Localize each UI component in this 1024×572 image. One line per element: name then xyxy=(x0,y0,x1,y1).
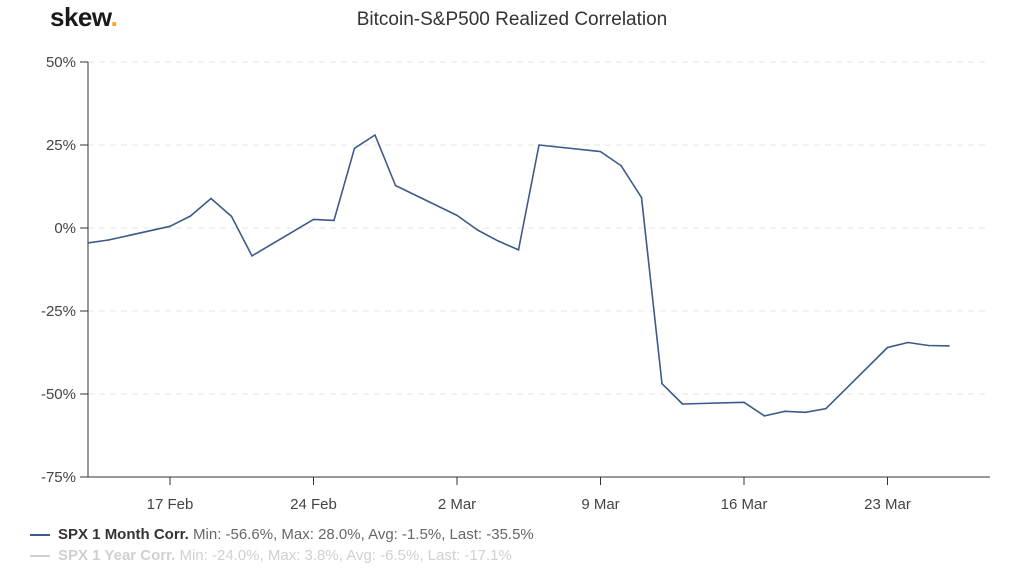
data-point xyxy=(599,150,602,153)
data-point xyxy=(251,255,253,257)
x-tick-label: 23 Mar xyxy=(864,496,911,513)
x-tick-label: 2 Mar xyxy=(438,496,476,513)
legend-series-stats: Min: -24.0%, Max: 3.8%, Avg: -6.5%, Last… xyxy=(179,547,512,564)
grid-lines xyxy=(88,61,990,395)
legend-series-stats: Min: -56.6%, Max: 28.0%, Avg: -1.5%, Las… xyxy=(193,526,534,543)
series-lines xyxy=(87,134,950,417)
data-point xyxy=(743,401,745,404)
data-point xyxy=(374,134,376,136)
data-point xyxy=(230,215,233,218)
data-point xyxy=(210,197,212,200)
data-point xyxy=(620,164,622,167)
data-point xyxy=(87,242,89,244)
y-axis-ticks: 50% 25% 0% -25% -50% -75% xyxy=(41,54,88,486)
series-line-0 xyxy=(87,134,950,417)
data-point xyxy=(640,196,643,199)
data-point xyxy=(394,184,397,187)
data-point xyxy=(312,218,315,221)
data-point xyxy=(353,147,356,150)
legend-swatch-1-year xyxy=(30,555,50,558)
correlation-chart: 50% 25% 0% -25% -50% -75% 17 Feb 24 Feb 2 Mar 9 … xyxy=(41,54,990,513)
x-tick-label: 9 Mar xyxy=(581,496,619,513)
data-point xyxy=(189,215,192,217)
data-point xyxy=(333,219,335,222)
axes xyxy=(87,62,990,478)
data-point xyxy=(804,411,807,414)
chart-title: Bitcoin-S&P500 Realized Correlation xyxy=(356,9,668,30)
data-point xyxy=(927,344,930,347)
data-point xyxy=(107,239,110,241)
data-point xyxy=(661,382,663,385)
logo-text: skew xyxy=(50,2,111,32)
data-point xyxy=(538,144,540,146)
x-tick-label: 24 Feb xyxy=(290,496,337,513)
data-point xyxy=(517,249,520,251)
data-point xyxy=(681,403,684,405)
logo-dot: . xyxy=(110,2,118,32)
legend-series-name: SPX 1 Month Corr. xyxy=(58,526,189,543)
y-tick-label: -75% xyxy=(41,469,76,486)
y-tick-label: -25% xyxy=(41,303,76,320)
data-point xyxy=(825,407,827,410)
y-tick-label: 25% xyxy=(46,137,76,154)
data-point xyxy=(948,345,950,347)
y-tick-label: 50% xyxy=(46,54,76,71)
data-point xyxy=(784,410,786,413)
legend-item-1-year[interactable]: SPX 1 Year Corr. Min: -24.0%, Max: 3.8%,… xyxy=(30,547,512,564)
data-point xyxy=(169,225,171,228)
legend-item-1-month[interactable]: SPX 1 Month Corr. Min: -56.6%, Max: 28.0… xyxy=(30,526,534,543)
x-axis-ticks: 17 Feb 24 Feb 2 Mar 9 Mar 16 Mar 23 Mar xyxy=(147,477,911,513)
data-point xyxy=(497,240,499,242)
legend-swatch-1-month xyxy=(30,534,50,537)
x-tick-label: 17 Feb xyxy=(147,496,194,513)
x-tick-label: 16 Mar xyxy=(721,496,768,513)
skew-logo: skew. xyxy=(50,2,118,33)
y-tick-label: -50% xyxy=(41,386,76,403)
data-point xyxy=(886,346,889,349)
data-point xyxy=(476,229,479,231)
legend-series-name: SPX 1 Year Corr. xyxy=(58,547,176,564)
data-point xyxy=(907,341,909,344)
data-point xyxy=(456,214,458,217)
data-point xyxy=(763,415,766,417)
y-tick-label: 0% xyxy=(54,220,76,237)
